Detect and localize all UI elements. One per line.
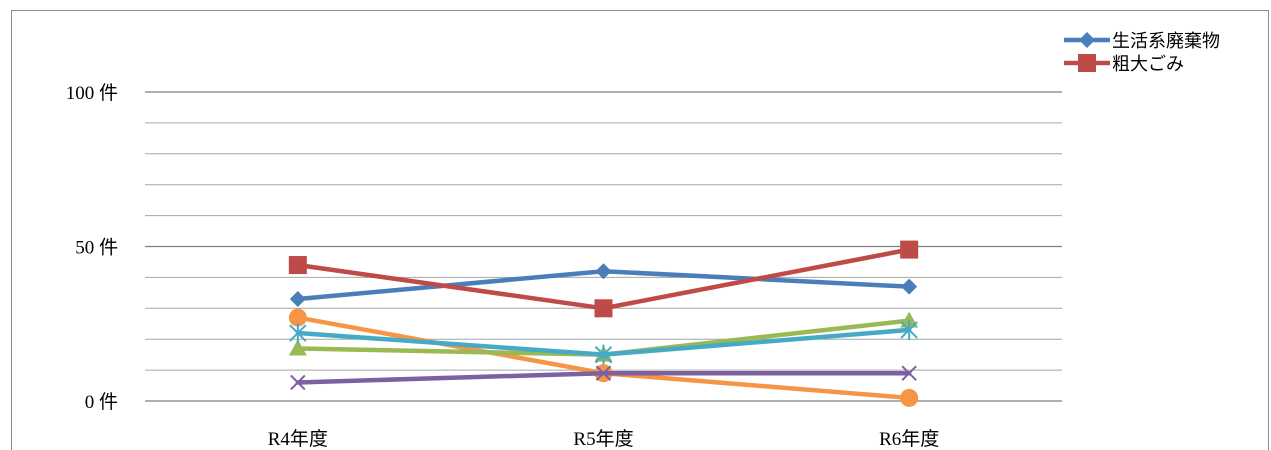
legend-label: 生活系廃棄物 bbox=[1112, 31, 1220, 51]
legend-marker bbox=[1078, 54, 1096, 72]
legend-item: 生活系廃棄物 bbox=[1064, 31, 1220, 51]
x-tick-label: R6年度 bbox=[879, 428, 939, 450]
y-tick-label: 0 件 bbox=[85, 391, 118, 413]
data-point bbox=[901, 365, 917, 381]
series-1 bbox=[289, 263, 918, 308]
chart-frame bbox=[11, 10, 1269, 450]
legend-label: 粗大ごみ bbox=[1112, 54, 1184, 74]
legend-marker bbox=[1079, 32, 1095, 48]
data-point bbox=[289, 291, 306, 308]
x-tick-label: R5年度 bbox=[573, 428, 633, 450]
data-point bbox=[288, 339, 307, 356]
data-point bbox=[594, 299, 613, 318]
data-point bbox=[595, 263, 612, 280]
legend-item: 粗大ごみ bbox=[1064, 54, 1184, 74]
data-point bbox=[290, 374, 306, 391]
x-tick-label: R4年度 bbox=[268, 428, 328, 450]
data-point bbox=[289, 323, 307, 344]
data-point bbox=[901, 278, 918, 295]
series-5 bbox=[289, 319, 918, 365]
y-tick-label: 100 件 bbox=[66, 82, 118, 104]
data-point bbox=[900, 388, 919, 407]
data-point bbox=[900, 319, 918, 340]
series-2 bbox=[288, 240, 919, 318]
data-point bbox=[594, 344, 613, 365]
data-point bbox=[288, 256, 307, 275]
data-point bbox=[900, 311, 919, 328]
data-point bbox=[288, 308, 307, 327]
series-lines bbox=[288, 240, 919, 407]
data-point bbox=[595, 365, 612, 381]
x-axis-tick-labels: R4年度 R5年度 R6年度 bbox=[268, 428, 940, 450]
y-tick-label: 50 件 bbox=[75, 237, 118, 259]
series-4 bbox=[290, 365, 917, 391]
data-point bbox=[900, 240, 919, 259]
y-axis-tick-labels: 100 件 50 件 0 件 bbox=[66, 82, 118, 413]
